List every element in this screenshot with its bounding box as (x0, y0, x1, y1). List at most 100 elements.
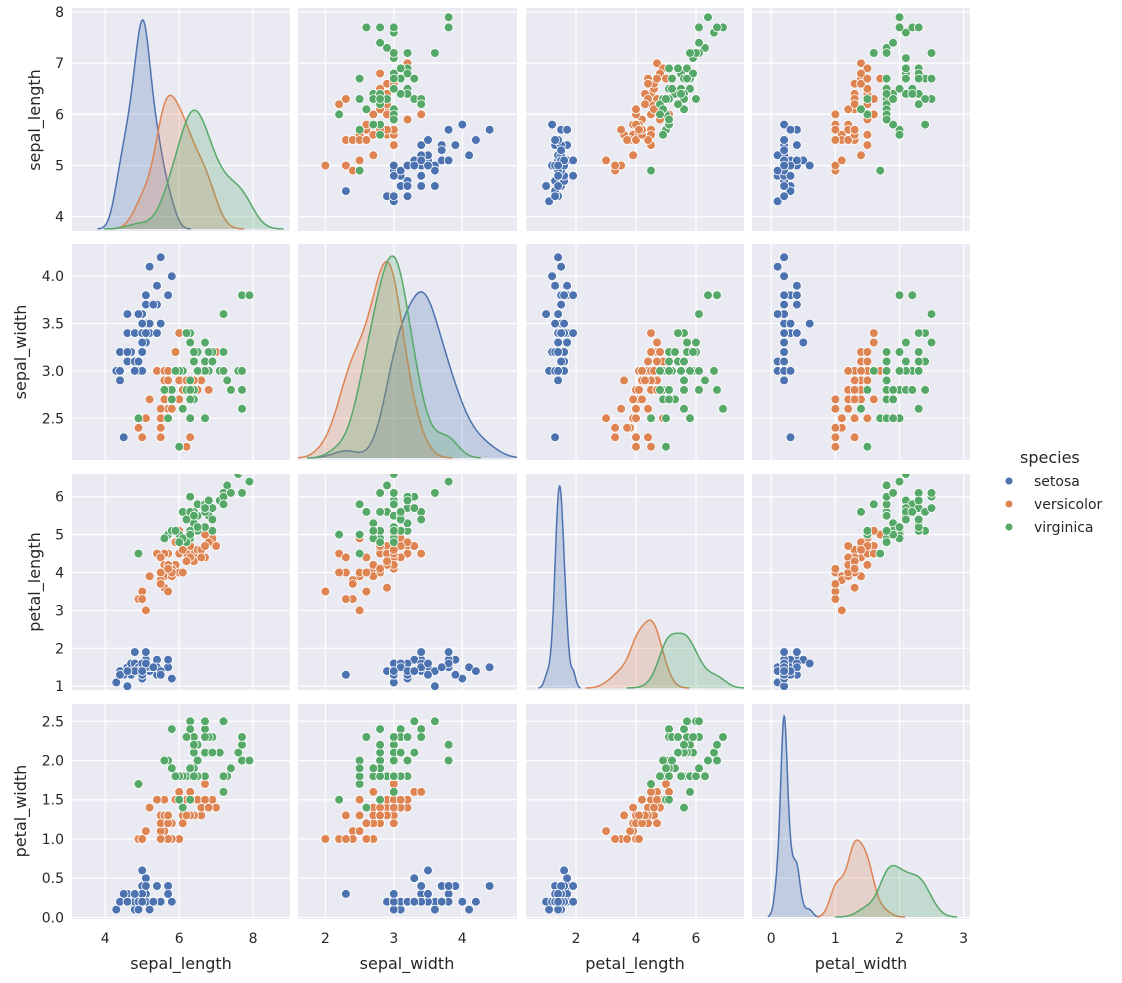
point-virginica (237, 385, 247, 395)
point-virginica (167, 763, 177, 774)
point-setosa (556, 356, 566, 367)
xlabel-col-3: petal_width (815, 954, 908, 974)
point-virginica (901, 27, 911, 38)
point-virginica (700, 375, 710, 386)
ytick-label: 2 (55, 641, 64, 657)
point-setosa (430, 681, 440, 690)
legend-marker-virginica (1005, 523, 1013, 531)
point-versicolor (631, 413, 641, 424)
point-virginica (664, 114, 674, 125)
point-setosa (544, 904, 554, 915)
ytick-label: 2.5 (42, 411, 64, 427)
point-setosa (137, 347, 148, 357)
point-setosa (541, 181, 551, 191)
point-virginica (388, 48, 399, 58)
kde-line-virginica (307, 255, 481, 459)
point-setosa (423, 160, 433, 171)
point-setosa (423, 865, 433, 876)
point-virginica (167, 724, 177, 734)
point-virginica (862, 109, 873, 120)
point-versicolor (849, 413, 860, 424)
point-setosa (798, 337, 809, 348)
point-setosa (416, 171, 427, 181)
point-versicolor (334, 99, 344, 109)
point-setosa (471, 135, 481, 145)
point-setosa (409, 666, 420, 676)
point-setosa (457, 119, 468, 130)
point-virginica (218, 309, 229, 319)
point-virginica (888, 385, 898, 395)
point-setosa (137, 337, 148, 348)
point-versicolor (856, 366, 866, 376)
point-versicolor (375, 563, 385, 574)
point-setosa (553, 337, 563, 348)
point-versicolor (155, 552, 166, 563)
point-setosa (804, 160, 815, 171)
point-virginica (430, 48, 440, 58)
ytick-label: 4 (55, 566, 64, 582)
point-virginica (382, 480, 392, 491)
point-versicolor (610, 422, 620, 433)
point-versicolor (655, 347, 665, 357)
point-virginica (375, 771, 385, 781)
point-setosa (779, 347, 789, 357)
point-setosa (553, 375, 563, 386)
point-virginica (388, 787, 399, 797)
point-virginica (920, 119, 930, 130)
point-virginica (901, 63, 911, 74)
ylabel-row-2: petal_length (25, 532, 45, 632)
point-versicolor (416, 787, 427, 797)
point-versicolor (652, 58, 662, 68)
point-setosa (167, 896, 177, 907)
point-virginica (913, 22, 924, 33)
point-virginica (133, 413, 144, 424)
point-setosa (409, 160, 420, 171)
point-setosa (167, 673, 177, 684)
point-versicolor (203, 385, 214, 395)
point-virginica (388, 488, 399, 498)
point-versicolor (144, 394, 155, 405)
point-virginica (218, 716, 229, 727)
point-setosa (388, 904, 399, 915)
point-versicolor (836, 155, 847, 166)
point-virginica (907, 507, 918, 517)
point-setosa (416, 155, 427, 166)
point-setosa (388, 889, 399, 899)
point-virginica (185, 794, 196, 805)
panel-sepal_length-vs-petal_length (526, 8, 744, 231)
point-virginica (881, 375, 892, 386)
point-setosa (547, 119, 557, 130)
point-versicolor (341, 94, 351, 104)
point-virginica (388, 525, 399, 536)
point-versicolor (637, 818, 647, 829)
point-versicolor (856, 150, 866, 161)
point-versicolor (601, 413, 611, 424)
point-virginica (174, 537, 185, 547)
point-virginica (909, 474, 916, 475)
point-setosa (541, 309, 551, 319)
point-setosa (562, 280, 572, 291)
point-virginica (709, 366, 719, 376)
point-virginica (718, 732, 728, 742)
point-virginica (673, 99, 683, 109)
point-virginica (375, 94, 385, 104)
point-versicolor (141, 826, 151, 836)
point-virginica (430, 488, 440, 498)
point-versicolor (830, 109, 841, 120)
point-setosa (388, 160, 399, 171)
point-setosa (155, 252, 166, 263)
point-virginica (334, 529, 344, 540)
point-versicolor (155, 567, 166, 578)
point-versicolor (361, 135, 372, 145)
kde-line-virginica (627, 632, 744, 689)
point-virginica (181, 732, 192, 742)
point-setosa (792, 647, 802, 657)
point-setosa (141, 658, 151, 669)
point-virginica (375, 794, 385, 805)
point-setosa (163, 889, 173, 899)
point-versicolor (652, 73, 662, 84)
point-versicolor (137, 834, 148, 844)
point-setosa (167, 271, 177, 282)
point-setosa (436, 145, 447, 156)
point-versicolor (868, 328, 879, 338)
